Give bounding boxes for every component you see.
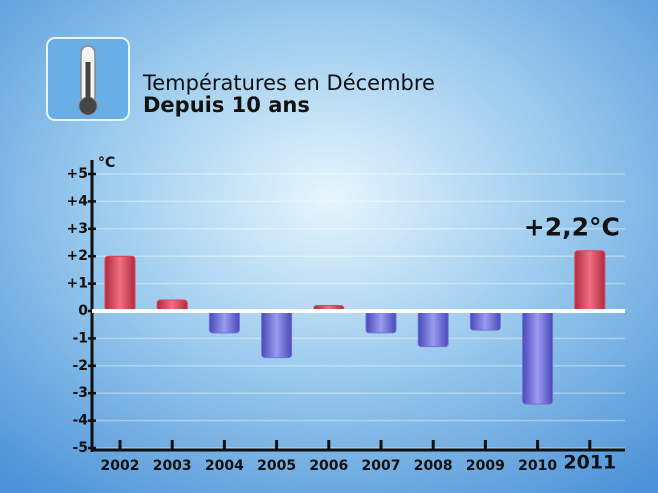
y-axis-label: °C [98, 155, 115, 171]
y-tick-label: -5 [72, 440, 88, 456]
x-tick-label: 2006 [309, 458, 348, 474]
x-tick-label: 2007 [362, 458, 401, 474]
x-tick-label: 2009 [466, 458, 505, 474]
x-tick-label: 2008 [414, 458, 453, 474]
x-tick-label: 2010 [518, 458, 557, 474]
chart-title: Températures en Décembre [142, 71, 435, 95]
bar [469, 310, 501, 331]
y-tick-label: -3 [72, 385, 88, 401]
y-tick-label: -1 [72, 330, 88, 346]
x-tick-label: 2005 [257, 458, 296, 474]
bar [208, 310, 240, 334]
y-tick-label: -4 [72, 413, 88, 429]
x-tick-label: 2002 [101, 458, 140, 474]
bar [261, 310, 293, 359]
thermometer-icon [46, 37, 130, 121]
x-tick-label: 2004 [205, 458, 244, 474]
y-tick-label: +3 [67, 221, 88, 237]
y-tick-label: 0 [78, 303, 88, 319]
y-tick-label: +5 [67, 166, 88, 182]
bar [365, 310, 397, 334]
chart-subtitle: Depuis 10 ans [143, 93, 310, 117]
y-tick-label: +2 [67, 248, 88, 264]
x-tick-label: 2003 [153, 458, 192, 474]
y-tick-label: +1 [67, 276, 88, 292]
bar [417, 310, 449, 348]
bar [104, 255, 136, 312]
y-tick-label: +4 [67, 193, 89, 209]
value-label: +2,2°C [524, 213, 620, 242]
x-tick-label: 2011 [563, 452, 616, 474]
bar [522, 310, 554, 405]
bar [574, 250, 606, 312]
y-tick-label: -2 [72, 358, 88, 374]
